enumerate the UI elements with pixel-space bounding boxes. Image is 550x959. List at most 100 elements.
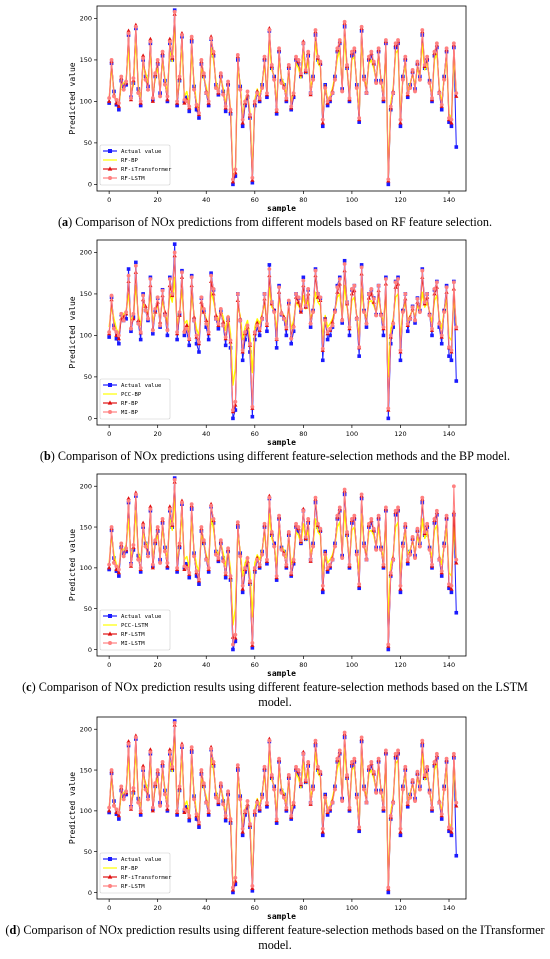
data-point — [226, 546, 230, 551]
data-point — [454, 379, 459, 383]
data-point — [226, 789, 230, 794]
data-point — [243, 808, 247, 813]
data-point — [146, 316, 150, 321]
data-point — [345, 300, 349, 305]
data-point — [325, 99, 330, 104]
data-point — [369, 521, 374, 525]
caption-c: (c) Comparison of NOx prediction results… — [22, 680, 528, 709]
data-point — [286, 773, 291, 777]
data-point — [177, 74, 182, 79]
data-point — [279, 791, 284, 795]
data-point — [235, 53, 240, 57]
data-point — [172, 9, 177, 14]
data-point — [369, 53, 374, 58]
data-point — [165, 563, 170, 568]
data-point — [311, 787, 315, 792]
data-point — [117, 341, 121, 346]
data-point — [430, 326, 434, 331]
data-point — [138, 99, 143, 104]
data-point — [408, 316, 413, 321]
data-point — [116, 567, 121, 572]
data-point — [447, 586, 451, 591]
data-point — [136, 321, 141, 326]
data-point — [447, 354, 451, 358]
data-point — [413, 89, 417, 94]
chart-c: 0 20 40 60 80 100 120 140 0 50 100 150 200 sample Pred… — [68, 473, 467, 678]
data-point — [371, 59, 376, 64]
data-point — [231, 177, 235, 182]
data-point — [250, 177, 255, 182]
data-point — [255, 91, 260, 96]
y-tick-label: 200 — [80, 249, 92, 257]
data-point — [449, 348, 454, 353]
data-point — [187, 570, 192, 575]
data-point — [393, 508, 398, 513]
data-point — [124, 789, 129, 794]
data-point — [299, 306, 303, 311]
caption-d-text: Comparison of NOx prediction results usi… — [23, 923, 545, 952]
data-point — [201, 306, 206, 311]
data-point — [345, 773, 349, 777]
data-point — [124, 549, 128, 554]
data-point — [150, 562, 155, 567]
data-point — [350, 759, 354, 764]
data-point — [357, 582, 362, 587]
data-point — [133, 263, 138, 268]
data-point — [316, 292, 320, 296]
data-point — [257, 566, 262, 570]
data-point — [357, 116, 362, 120]
data-point — [167, 507, 172, 511]
data-point — [231, 182, 235, 187]
data-point — [233, 399, 238, 404]
data-point — [422, 300, 427, 305]
data-point — [381, 96, 386, 100]
data-point — [393, 280, 398, 285]
data-point — [182, 810, 187, 814]
x-tick-label: 140 — [443, 196, 455, 204]
data-point — [398, 583, 403, 588]
data-point — [388, 104, 393, 109]
x-tick-label: 40 — [202, 904, 210, 912]
data-point — [357, 354, 361, 358]
x-axis-label: sample — [267, 669, 296, 678]
data-point — [119, 784, 124, 789]
data-point — [410, 777, 415, 782]
data-point — [116, 810, 121, 815]
data-point — [223, 575, 228, 580]
data-point — [437, 321, 442, 326]
data-point — [311, 544, 315, 549]
data-point — [333, 77, 337, 82]
data-point — [323, 552, 328, 557]
data-point — [347, 99, 352, 104]
data-point — [405, 329, 410, 334]
data-point — [206, 570, 211, 574]
data-point — [257, 562, 262, 567]
data-point — [257, 326, 262, 331]
data-point — [209, 271, 213, 275]
x-tick-label: 140 — [443, 661, 455, 669]
data-point — [396, 277, 400, 281]
data-point — [350, 49, 354, 54]
data-point — [231, 885, 235, 890]
data-point — [449, 586, 454, 591]
data-point — [391, 321, 396, 326]
data-point — [439, 817, 444, 821]
data-point — [158, 804, 163, 808]
data-point — [279, 311, 284, 316]
data-point — [422, 530, 427, 534]
data-point — [109, 768, 114, 772]
data-point — [262, 764, 267, 769]
data-point — [393, 41, 398, 46]
data-point — [185, 329, 189, 334]
data-point — [357, 829, 361, 834]
data-point — [129, 326, 133, 331]
data-point — [299, 71, 303, 76]
data-point — [252, 330, 257, 334]
data-point — [233, 639, 238, 644]
data-point — [454, 853, 459, 858]
data-point — [243, 337, 247, 342]
data-point — [359, 24, 364, 29]
data-point — [143, 77, 148, 82]
data-point — [328, 566, 332, 570]
data-point — [434, 280, 439, 285]
